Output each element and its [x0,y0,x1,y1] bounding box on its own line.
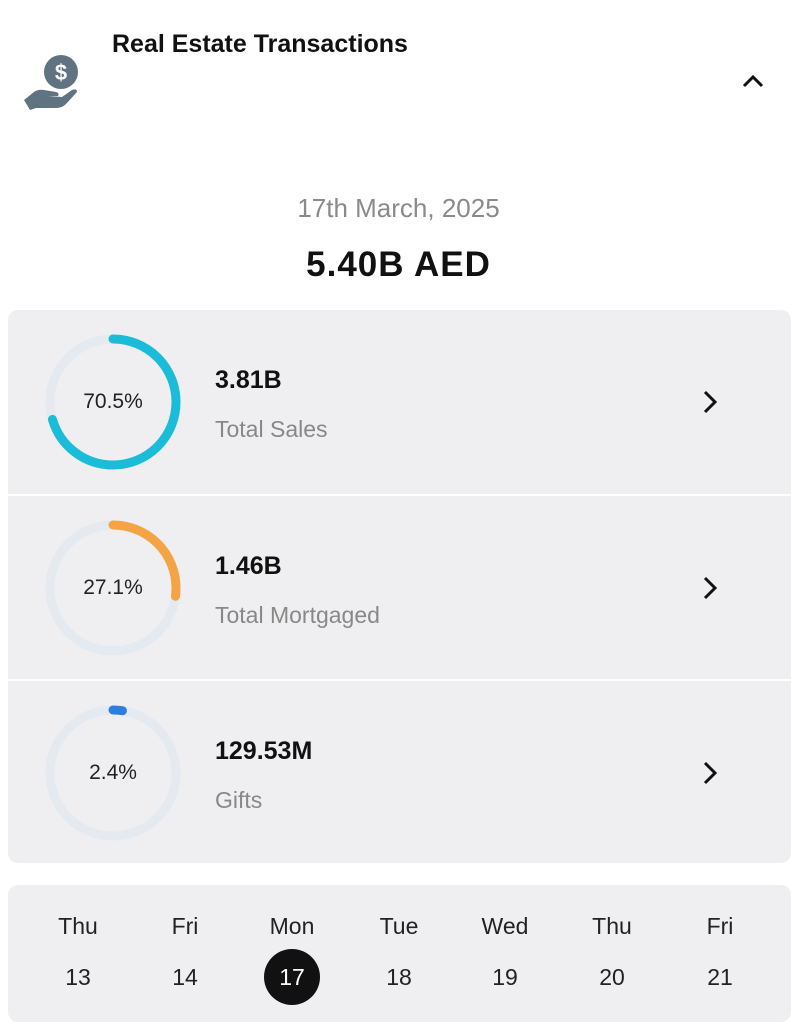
svg-text:$: $ [55,60,67,85]
day-13[interactable]: Thu 13 [38,885,118,1022]
day-name: Wed [481,913,529,939]
percent-label: 70.5% [83,390,143,413]
row-total-mortgaged[interactable]: 27.1% 1.46B Total Mortgaged [8,494,791,678]
row-label: Total Mortgaged [215,602,380,628]
day-name: Tue [379,913,419,939]
chevron-up-icon[interactable] [738,66,768,96]
day-17[interactable]: Mon 17 [252,885,332,1022]
chevron-right-icon [703,576,718,600]
progress-ring [45,520,181,656]
progress-arc [45,334,181,470]
section-title: Real Estate Transactions [112,30,408,58]
row-value: 129.53M [215,737,313,765]
progress-ring [45,334,181,470]
day-name: Thu [592,913,632,939]
row-value: 1.46B [215,552,282,580]
day-name: Thu [58,913,98,939]
day-date: 13 [65,964,91,990]
day-date: 17 [264,949,320,1005]
row-value: 3.81B [215,366,282,394]
money-hand-icon: $ [24,55,78,110]
row-gifts[interactable]: 2.4% 129.53M Gifts [8,679,791,863]
progress-arc [45,705,181,841]
row-label: Gifts [215,787,263,813]
percent-label: 27.1% [83,576,143,599]
day-name: Fri [171,913,199,939]
progress-arc [45,520,181,656]
day-14[interactable]: Fri 14 [145,885,225,1022]
day-date: 18 [386,964,412,990]
breakdown-card: 70.5% 3.81B Total Sales 27.1% 1.46B Tota… [8,310,791,863]
progress-ring [45,705,181,841]
day-date: 19 [492,964,518,990]
day-name: Fri [706,913,734,939]
summary-total: 5.40B AED [306,245,491,284]
date-strip: Thu 13 Fri 14 Mon 17 Tue 18 Wed 19 Thu 20 Fri 2… [8,885,791,1022]
row-total-sales[interactable]: 70.5% 3.81B Total Sales [8,310,791,494]
day-19[interactable]: Wed 19 [465,885,545,1022]
day-name: Mon [269,913,315,939]
row-label: Total Sales [215,416,328,442]
chevron-right-icon [703,761,718,785]
day-21[interactable]: Fri 21 [680,885,760,1022]
day-date: 20 [599,964,625,990]
day-date: 21 [707,964,733,990]
day-date: 14 [172,964,198,990]
day-20[interactable]: Thu 20 [572,885,652,1022]
percent-label: 2.4% [89,761,137,784]
day-18[interactable]: Tue 18 [359,885,439,1022]
chevron-right-icon [703,390,718,414]
summary-date: 17th March, 2025 [297,193,500,223]
